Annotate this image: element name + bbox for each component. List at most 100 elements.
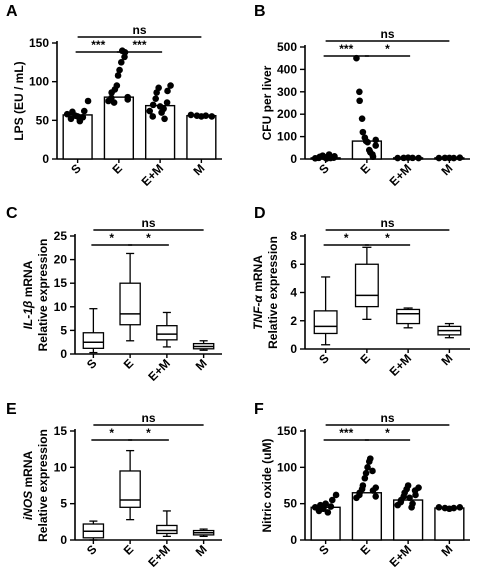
panel-d: D 0 2 4 6 8 S E E+M M TNF-α mRNA Relative expressio…	[251, 205, 470, 379]
panel-letter: D	[254, 205, 266, 222]
y-axis-label: TNF-α mRNA	[251, 255, 265, 330]
y-axis-label: LPS (EU / mL)	[12, 61, 26, 140]
y-axis-label-part: mRNA	[251, 255, 265, 295]
data-point	[456, 504, 464, 511]
y-tick-label: 15	[54, 276, 68, 290]
significance-label: ns	[132, 23, 146, 37]
significance-label: ***	[339, 42, 353, 56]
significance-label: ns	[141, 411, 155, 425]
data-point	[160, 105, 167, 113]
data-point	[161, 115, 168, 123]
x-category-label: E+M	[139, 161, 167, 189]
y-tick-label: 100	[277, 130, 297, 144]
x-category-label: E+M	[387, 542, 415, 570]
significance-label: *	[385, 231, 390, 245]
significance-label: ns	[380, 411, 394, 425]
data-point	[356, 88, 363, 96]
y-axis-label-part: CFU per liver	[260, 65, 274, 140]
data-point	[331, 153, 338, 160]
data-point	[79, 113, 87, 121]
y-tick-label: 0	[290, 152, 297, 166]
panel-letter: C	[6, 205, 18, 222]
data-point	[358, 115, 366, 122]
x-category-label: S	[316, 542, 332, 558]
data-point	[146, 107, 153, 115]
y-axis-label-part: β	[21, 300, 35, 309]
bar	[103, 96, 135, 160]
data-point	[369, 153, 377, 161]
data-point	[364, 138, 371, 146]
data-point	[187, 111, 195, 119]
x-category-label: E	[121, 356, 137, 372]
y-axis-label-line2: Relative expression	[266, 236, 280, 349]
y-tick-label: 100	[277, 460, 297, 474]
data-point	[415, 154, 422, 162]
data-point	[322, 500, 329, 507]
y-tick-label: 150	[277, 424, 297, 438]
y-axis-label-line2: Relative expression	[36, 239, 50, 352]
significance-label: *	[344, 231, 349, 245]
data-point	[320, 505, 327, 513]
y-tick-label: 0	[290, 342, 297, 356]
y-axis-label-part: mRNA	[21, 451, 35, 491]
data-point	[328, 496, 336, 504]
x-category-label: M	[193, 542, 210, 559]
x-category-label: S	[316, 161, 332, 177]
data-point	[372, 493, 380, 500]
data-point	[412, 491, 419, 499]
y-tick-label: 6	[290, 257, 297, 271]
data-point	[356, 97, 363, 105]
panel-letter: A	[6, 3, 18, 20]
significance-label: *	[385, 426, 390, 440]
data-point	[415, 484, 422, 491]
data-point	[116, 66, 123, 74]
y-axis-label: iNOS mRNA	[21, 451, 35, 521]
x-category-label: E+M	[387, 161, 415, 189]
x-category-label: M	[439, 351, 456, 368]
data-point	[359, 482, 367, 489]
y-tick-label: 20	[54, 253, 68, 267]
data-point	[110, 99, 118, 106]
y-axis-label-part: TNF-	[251, 303, 265, 330]
significance-label: ***	[91, 38, 105, 52]
data-point	[63, 110, 71, 118]
y-tick-label: 50	[36, 113, 50, 127]
x-category-label: E	[109, 161, 125, 177]
box	[119, 282, 141, 326]
significance-label: ***	[132, 38, 146, 52]
y-tick-label: 2	[290, 314, 297, 328]
data-point	[208, 113, 216, 120]
data-point	[450, 154, 458, 162]
bar	[434, 507, 465, 541]
y-tick-label: 500	[277, 40, 297, 54]
box	[313, 310, 338, 335]
significance-label: *	[146, 426, 151, 440]
y-tick-label: 0	[60, 533, 67, 547]
y-tick-label: 100	[29, 75, 49, 89]
box	[119, 470, 141, 508]
data-point	[369, 467, 376, 475]
y-tick-label: 150	[29, 36, 49, 50]
data-point	[155, 84, 162, 92]
x-category-label: E+M	[145, 356, 173, 384]
data-point	[114, 72, 122, 79]
data-point	[364, 464, 371, 471]
data-point	[406, 494, 413, 502]
panel-letter: F	[254, 401, 264, 418]
box	[156, 325, 178, 341]
y-axis-label: Nitric oxide (uM)	[260, 438, 274, 532]
significance-label: *	[385, 42, 390, 56]
y-tick-label: 15	[54, 424, 68, 438]
data-point	[202, 112, 210, 119]
y-tick-label: 0	[290, 533, 297, 547]
x-category-label: E	[121, 542, 137, 558]
significance-label: *	[109, 231, 114, 245]
y-tick-label: 8	[290, 229, 297, 243]
y-tick-label: 10	[54, 300, 68, 314]
y-axis-label-part: Nitric oxide (uM)	[260, 438, 274, 532]
y-axis-label-part: mRNA	[21, 260, 35, 300]
x-category-label: M	[439, 542, 456, 559]
y-tick-label: 50	[284, 497, 298, 511]
